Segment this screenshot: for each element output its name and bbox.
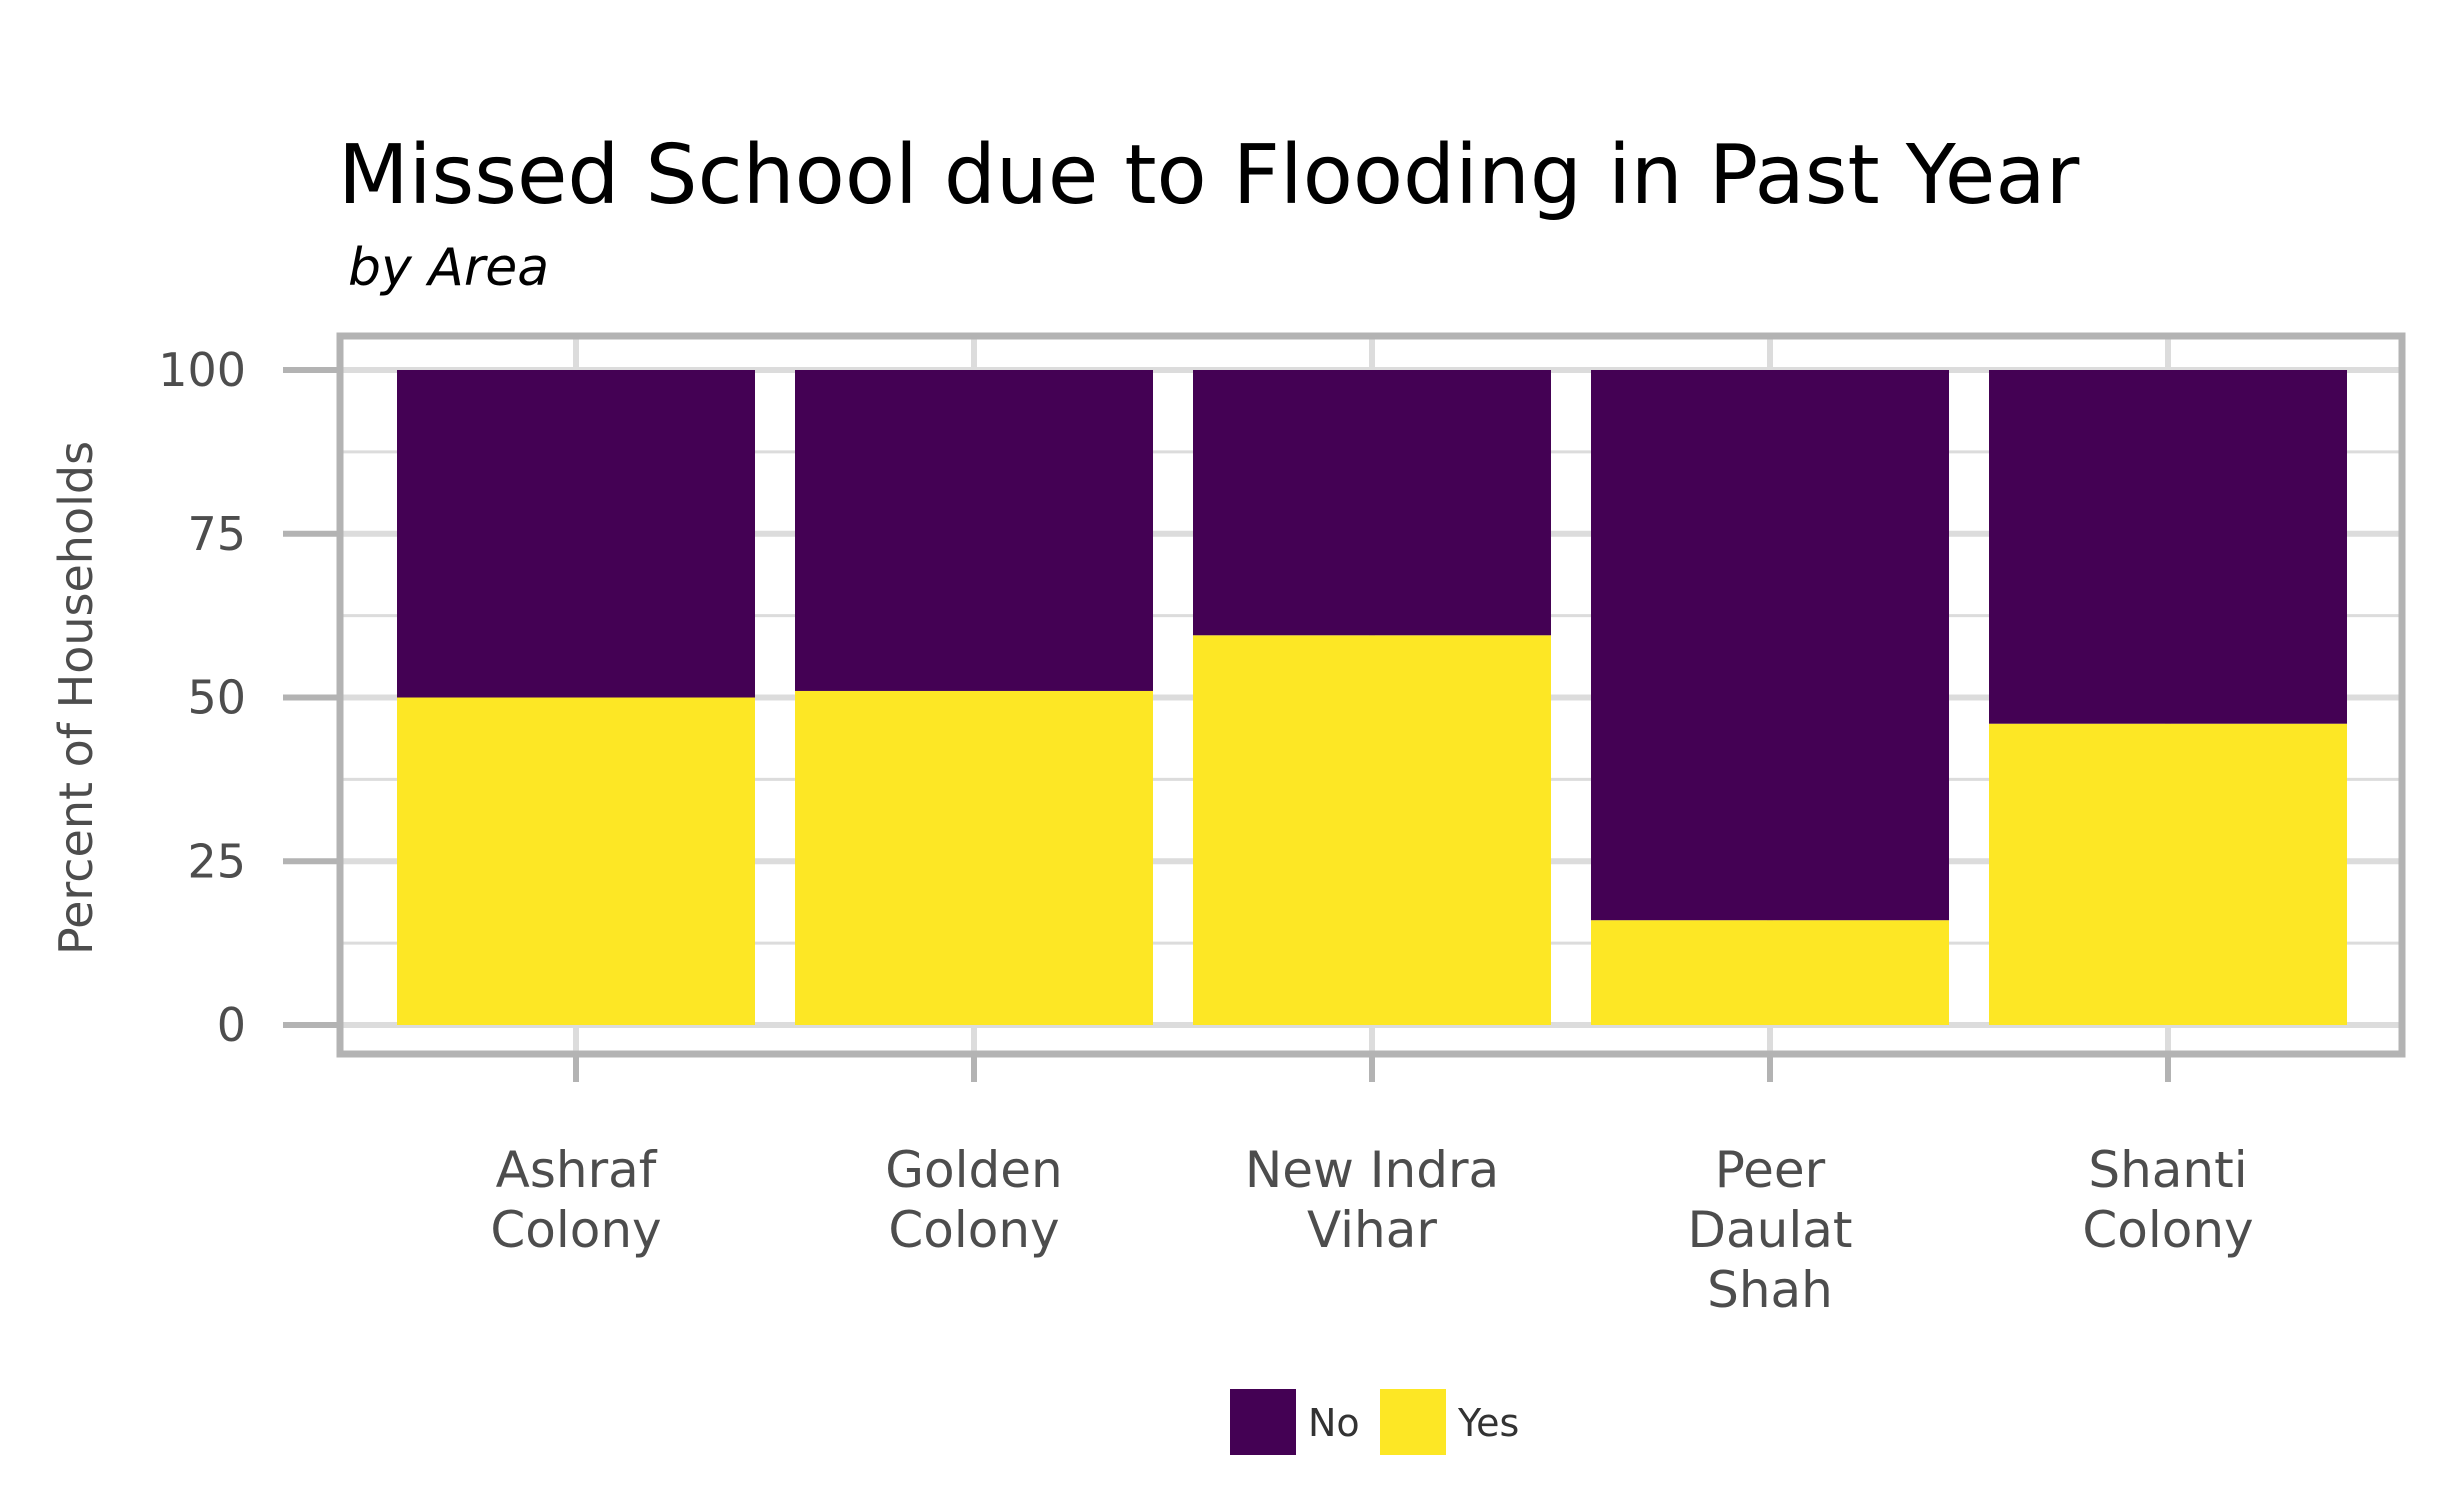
x-tick-label: New Indra Vihar: [1245, 1141, 1499, 1259]
bar-yes: [1989, 723, 2347, 1025]
y-tick-label: 100: [158, 343, 246, 397]
bar-yes: [397, 697, 755, 1025]
y-tick-label: 0: [217, 998, 246, 1052]
bar-no: [1989, 370, 2347, 724]
x-tick-label: Shanti Colony: [2082, 1141, 2253, 1259]
chart-subtitle: by Area: [348, 238, 550, 298]
bar-yes: [1193, 635, 1551, 1025]
y-tick-label: 25: [187, 834, 246, 888]
legend-label-no: No: [1308, 1401, 1360, 1445]
y-axis-title: Percent of Households: [49, 441, 103, 955]
legend-key-yes: [1380, 1389, 1446, 1455]
bar-no: [397, 370, 755, 698]
x-tick-label: Peer Daulat Shah: [1688, 1141, 1853, 1319]
x-tick-label: Golden Colony: [885, 1141, 1062, 1259]
legend-key-no: [1230, 1389, 1296, 1455]
chart-title: Missed School due to Flooding in Past Ye…: [338, 128, 2080, 223]
y-tick-label: 75: [187, 507, 246, 561]
bar-no: [795, 370, 1153, 691]
y-tick-label: 50: [187, 671, 246, 725]
legend: No Yes: [1230, 1389, 1519, 1455]
bar-yes: [795, 690, 1153, 1025]
axes: 0 25 50 75 100 Ashraf Colony Golden Colony New In…: [158, 343, 2253, 1319]
bar-no: [1591, 370, 1949, 921]
bar-no: [1193, 370, 1551, 636]
bars: [397, 370, 2347, 1025]
bar-yes: [1591, 920, 1949, 1025]
x-tick-label: Ashraf Colony: [490, 1141, 661, 1259]
legend-label-yes: Yes: [1457, 1401, 1519, 1445]
